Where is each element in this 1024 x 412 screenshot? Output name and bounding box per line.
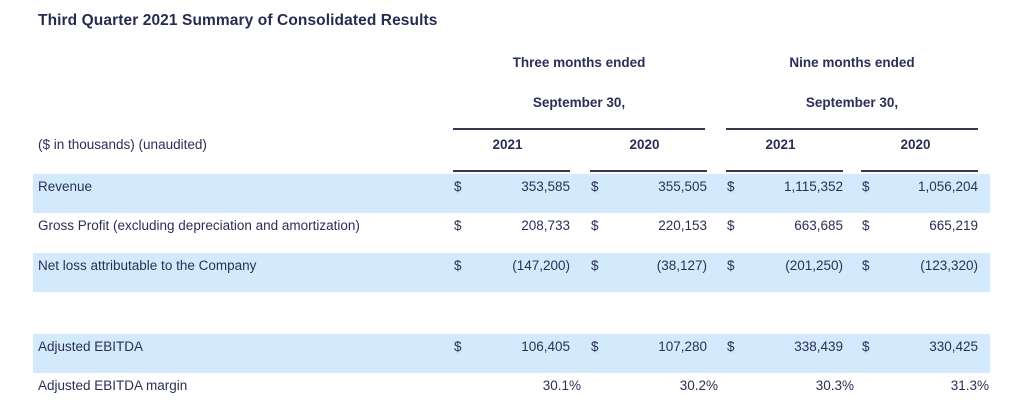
column-underline bbox=[861, 170, 978, 172]
row-label: Revenue bbox=[38, 179, 93, 194]
dollar-sign: $ bbox=[727, 339, 735, 354]
table-row-revenue: Revenue $ 353,585 $ 355,505 $ 1,115,352 … bbox=[33, 174, 990, 213]
column-underline bbox=[590, 170, 707, 172]
page-title: Third Quarter 2021 Summary of Consolidat… bbox=[38, 12, 438, 29]
cell-value: 665,219 bbox=[929, 218, 978, 233]
cell-value: (38,127) bbox=[656, 258, 707, 273]
column-underline bbox=[726, 170, 843, 172]
table-row-gross-profit: Gross Profit (excluding depreciation and… bbox=[33, 213, 990, 253]
dollar-sign: $ bbox=[862, 339, 870, 354]
dollar-sign: $ bbox=[454, 258, 462, 273]
table-row-adjusted-ebitda: Adjusted EBITDA $ 106,405 $ 107,280 $ 33… bbox=[33, 334, 990, 373]
group-period-label: Three months ended bbox=[512, 55, 646, 70]
dollar-sign: $ bbox=[862, 179, 870, 194]
dollar-sign: $ bbox=[591, 218, 599, 233]
table-row-adjusted-ebitda-margin: Adjusted EBITDA margin 30.1% 30.2% 30.3%… bbox=[33, 373, 990, 408]
dollar-sign: $ bbox=[454, 179, 462, 194]
dollar-sign: $ bbox=[591, 339, 599, 354]
cell-value: 353,585 bbox=[521, 179, 570, 194]
group-period-label: Nine months ended bbox=[789, 55, 915, 70]
column-header-year: 2020 bbox=[629, 137, 660, 152]
column-header-year: 2020 bbox=[900, 137, 931, 152]
cell-value: 330,425 bbox=[929, 339, 978, 354]
cell-value: (201,250) bbox=[785, 258, 843, 273]
row-label: Net loss attributable to the Company bbox=[38, 258, 257, 273]
cell-value: (123,320) bbox=[920, 258, 978, 273]
cell-value: 31.3% bbox=[950, 378, 989, 393]
row-label: Adjusted EBITDA bbox=[38, 339, 144, 354]
dollar-sign: $ bbox=[591, 258, 599, 273]
cell-value: 208,733 bbox=[521, 218, 570, 233]
cell-value: 1,115,352 bbox=[783, 179, 843, 194]
dollar-sign: $ bbox=[727, 179, 735, 194]
group-underline bbox=[453, 128, 705, 130]
dollar-sign: $ bbox=[727, 218, 735, 233]
dollar-sign: $ bbox=[727, 258, 735, 273]
dollar-sign: $ bbox=[454, 218, 462, 233]
cell-value: 338,439 bbox=[794, 339, 843, 354]
column-underline bbox=[453, 170, 570, 172]
dollar-sign: $ bbox=[454, 339, 462, 354]
group-date-label: September 30, bbox=[805, 95, 899, 110]
cell-value: 30.3% bbox=[815, 378, 854, 393]
row-label: Gross Profit (excluding depreciation and… bbox=[38, 218, 360, 233]
cell-value: 30.2% bbox=[679, 378, 718, 393]
dollar-sign: $ bbox=[862, 218, 870, 233]
group-date-label: September 30, bbox=[532, 95, 626, 110]
cell-value: 30.1% bbox=[542, 378, 581, 393]
table-meta-label: ($ in thousands) (unaudited) bbox=[38, 137, 207, 152]
cell-value: 663,685 bbox=[794, 218, 843, 233]
column-header-year: 2021 bbox=[765, 137, 796, 152]
group-underline bbox=[726, 128, 978, 130]
dollar-sign: $ bbox=[862, 258, 870, 273]
cell-value: 220,153 bbox=[658, 218, 707, 233]
cell-value: 106,405 bbox=[521, 339, 570, 354]
dollar-sign: $ bbox=[591, 179, 599, 194]
table-row-net-loss: Net loss attributable to the Company $ (… bbox=[33, 253, 990, 292]
cell-value: 355,505 bbox=[658, 179, 707, 194]
cell-value: (147,200) bbox=[512, 258, 570, 273]
cell-value: 1,056,204 bbox=[917, 179, 978, 194]
cell-value: 107,280 bbox=[658, 339, 707, 354]
column-header-year: 2021 bbox=[492, 137, 523, 152]
row-label: Adjusted EBITDA margin bbox=[38, 378, 188, 393]
